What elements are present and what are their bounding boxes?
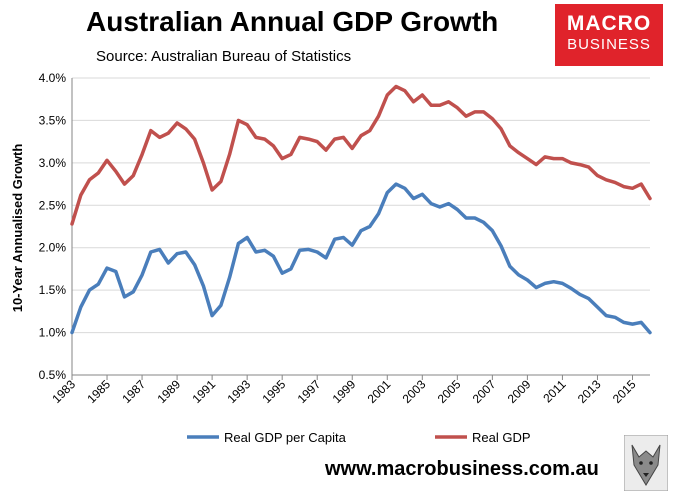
x-tick-label: 2015	[610, 377, 639, 406]
legend: Real GDP per Capita Real GDP	[187, 430, 531, 445]
y-tick-label: 2.0%	[39, 241, 67, 255]
y-tick-label: 2.5%	[39, 198, 67, 212]
wolf-logo-icon	[624, 435, 668, 491]
y-tick-label: 3.0%	[39, 156, 67, 170]
x-tick-label: 1997	[295, 377, 324, 406]
x-tick-labels: 1983 1985 1987 1989 1991 1993 1995 1997 1999 2001…	[49, 375, 639, 406]
x-tick-label: 2007	[470, 377, 499, 406]
x-tick-label: 1993	[224, 377, 253, 406]
chart-title: Australian Annual GDP Growth	[86, 6, 499, 37]
x-tick-label: 2001	[365, 377, 394, 406]
x-tick-label: 2009	[505, 377, 534, 406]
logo-line-1: MACRO	[566, 12, 652, 35]
legend-label: Real GDP per Capita	[224, 430, 347, 445]
logo-line-2: BUSINESS	[567, 36, 651, 53]
y-axis-label: 10-Year Annualised Growth	[10, 144, 25, 313]
x-tick-label: 1987	[119, 377, 148, 406]
macrobusiness-logo: MACRO BUSINESS	[555, 4, 663, 66]
x-tick-label: 2013	[575, 377, 604, 406]
y-tick-label: 0.5%	[39, 368, 67, 382]
data-series	[70, 84, 652, 335]
legend-label: Real GDP	[472, 430, 531, 445]
website-url: www.macrobusiness.com.au	[325, 458, 599, 480]
x-tick-label: 2011	[540, 377, 568, 405]
y-tick-label: 1.0%	[39, 326, 67, 340]
x-tick-label: 1991	[189, 377, 218, 406]
y-tick-labels: 0.5% 1.0% 1.5% 2.0% 2.5% 3.0% 3.5% 4.0%	[39, 71, 67, 382]
x-tick-label: 2005	[435, 377, 464, 406]
y-tick-label: 4.0%	[39, 71, 67, 85]
y-tick-label: 3.5%	[39, 113, 67, 127]
series-line-real-gdp-per-capita	[70, 182, 652, 335]
x-tick-label: 1989	[154, 377, 183, 406]
x-tick-label: 1995	[260, 377, 289, 406]
x-tick-label: 1999	[330, 377, 359, 406]
gridlines	[72, 77, 650, 334]
x-tick-label: 2003	[400, 377, 429, 406]
chart-subtitle: Source: Australian Bureau of Statistics	[96, 48, 352, 65]
x-tick-label: 1985	[84, 377, 113, 406]
y-tick-label: 1.5%	[39, 283, 67, 297]
series-line-real-gdp	[70, 84, 652, 226]
